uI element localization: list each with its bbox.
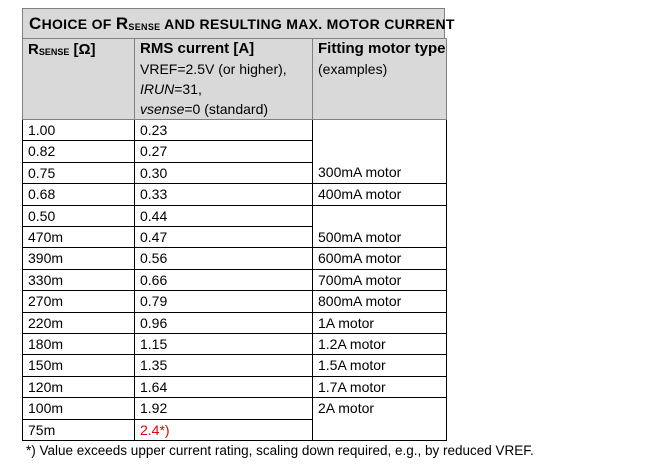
table-header-row: RSENSE [Ω] RMS current [A] VREF=2.5V (or… xyxy=(22,38,447,120)
rsense-cell: 1.00 xyxy=(22,118,135,142)
motor-cell: 700mA motor xyxy=(312,268,447,292)
motor-cell xyxy=(312,419,447,442)
motor-cell: 500mA motor xyxy=(312,226,447,249)
current-cell-warning: 2.4*) xyxy=(134,418,313,442)
table-row: 270m 0.79 800mA motor xyxy=(22,290,447,313)
rsense-cell: 100m xyxy=(22,397,135,420)
motor-cell: 600mA motor xyxy=(312,247,447,270)
motor-cell: 400mA motor xyxy=(312,183,447,206)
current-cell: 0.47 xyxy=(134,226,313,249)
header-motor-type: Fitting motor type (examples) xyxy=(312,38,447,120)
table-row: 100m 1.92 2A motor xyxy=(22,397,447,420)
rsense-cell: 390m xyxy=(22,247,135,270)
rsense-cell: 0.50 xyxy=(22,204,135,228)
rsense-cell: 220m xyxy=(22,311,135,335)
table-row: 390m 0.56 600mA motor xyxy=(22,247,447,270)
table-row: 150m 1.35 1.5A motor xyxy=(22,354,447,377)
rsense-cell: 0.75 xyxy=(22,161,135,185)
rsense-cell: 270m xyxy=(22,290,135,313)
motor-cell: 300mA motor xyxy=(312,162,447,185)
header-rsense: RSENSE [Ω] xyxy=(22,38,135,120)
current-cell: 1.64 xyxy=(134,375,313,399)
rsense-cell: 120m xyxy=(22,375,135,399)
rsense-cell: 75m xyxy=(22,418,135,442)
table-row: 0.50 0.44 xyxy=(22,204,447,228)
rsense-cell: 0.68 xyxy=(22,183,135,206)
table-row: 120m 1.64 1.7A motor xyxy=(22,375,447,399)
table-row: 220m 0.96 1A motor xyxy=(22,311,447,335)
table-row: 0.82 0.27 xyxy=(22,140,447,163)
current-cell: 1.92 xyxy=(134,397,313,420)
motor-cell xyxy=(312,140,447,163)
current-cell: 0.96 xyxy=(134,311,313,335)
motor-cell: 1A motor xyxy=(312,311,447,335)
motor-cell: 2A motor xyxy=(312,397,447,420)
rsense-table: RSENSE [Ω] RMS current [A] VREF=2.5V (or… xyxy=(22,38,447,442)
motor-cell xyxy=(312,118,447,141)
current-cell: 0.33 xyxy=(134,183,313,206)
current-cell: 0.30 xyxy=(134,161,313,185)
table-row: 180m 1.15 1.2A motor xyxy=(22,333,447,356)
rsense-cell: 470m xyxy=(22,226,135,249)
table-row: 1.00 0.23 xyxy=(22,118,447,142)
rsense-cell: 330m xyxy=(22,268,135,292)
header-rms-current: RMS current [A] VREF=2.5V (or higher), I… xyxy=(134,38,313,120)
motor-cell: 1.5A motor xyxy=(312,354,447,377)
current-cell: 1.15 xyxy=(134,333,313,356)
current-cell: 0.66 xyxy=(134,268,313,292)
motor-cell: 800mA motor xyxy=(312,290,447,313)
current-cell: 0.23 xyxy=(134,118,313,142)
table-row: 75m 2.4*) xyxy=(22,418,447,442)
current-cell: 0.44 xyxy=(134,204,313,228)
table-title: CHOICE OF RSENSE AND RESULTING MAX. MOTO… xyxy=(22,8,454,39)
motor-cell: 1.7A motor xyxy=(312,375,447,399)
table-row: 0.75 0.30 300mA motor xyxy=(22,161,447,185)
current-cell: 1.35 xyxy=(134,354,313,377)
table-row: 470m 0.47 500mA motor xyxy=(22,226,447,249)
motor-cell: 1.2A motor xyxy=(312,333,447,356)
rsense-cell: 180m xyxy=(22,333,135,356)
current-cell: 0.56 xyxy=(134,247,313,270)
current-cell: 0.27 xyxy=(134,140,313,163)
rsense-cell: 0.82 xyxy=(22,140,135,163)
table-row: 0.68 0.33 400mA motor xyxy=(22,183,447,206)
footnote: *) Value exceeds upper current rating, s… xyxy=(26,443,534,458)
rsense-cell: 150m xyxy=(22,354,135,377)
table-row: 330m 0.66 700mA motor xyxy=(22,268,447,292)
motor-cell xyxy=(312,204,447,227)
current-cell: 0.79 xyxy=(134,290,313,313)
